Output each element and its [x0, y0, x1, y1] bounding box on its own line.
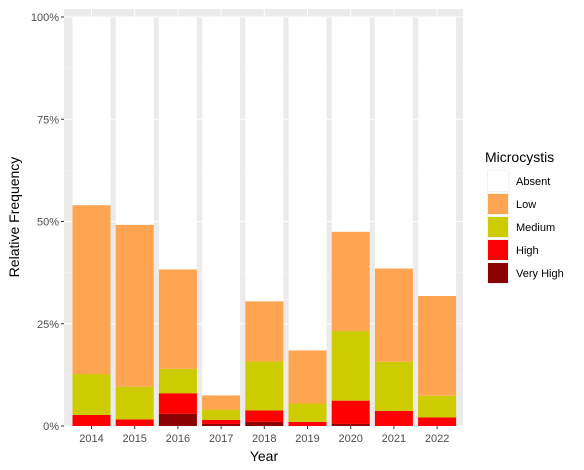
x-tick-label: 2016 [166, 433, 190, 445]
x-tick-label: 2014 [79, 433, 103, 445]
legend-swatch-high [488, 240, 508, 260]
bar-segment-high [116, 419, 154, 426]
x-tick-label: 2022 [425, 433, 449, 445]
bar-segment-medium [202, 410, 240, 420]
bar-segment-high [202, 420, 240, 424]
bar-segment-very-high [202, 424, 240, 426]
legend-swatch-medium [488, 217, 508, 237]
bar-segment-low [159, 269, 197, 368]
legend-swatch-low [488, 194, 508, 214]
bar-segment-medium [375, 362, 413, 411]
bar-segment-high [159, 393, 197, 413]
x-axis-title: Year [250, 448, 279, 464]
legend-label: High [516, 245, 539, 257]
y-tick-label: 0% [43, 421, 59, 433]
bar-segment-high [375, 411, 413, 426]
x-tick-label: 2015 [122, 433, 146, 445]
bar-segment-very-high [332, 424, 370, 426]
bars [73, 17, 457, 426]
bar-segment-medium [289, 404, 327, 422]
bar-segment-low [418, 296, 456, 396]
bar-segment-low [73, 205, 111, 374]
bar-segment-high [289, 422, 327, 426]
legend-label: Very High [516, 268, 564, 280]
bar-segment-medium [116, 387, 154, 420]
x-tick-label: 2017 [209, 433, 233, 445]
bar-segment-absent [375, 17, 413, 269]
x-tick-label: 2021 [382, 433, 406, 445]
bar-segment-low [116, 225, 154, 387]
bar-segment-low [202, 395, 240, 409]
bar-segment-medium [73, 374, 111, 415]
bar-segment-high [73, 415, 111, 426]
legend-label: Absent [516, 176, 550, 188]
bar-segment-absent [159, 17, 197, 269]
bar-segment-medium [332, 331, 370, 401]
y-tick-label: 50% [37, 217, 59, 229]
y-tick-label: 25% [37, 319, 59, 331]
bar-segment-absent [202, 17, 240, 395]
bar-segment-absent [245, 17, 283, 301]
legend-swatch-very-high [488, 263, 508, 283]
x-tick-label: 2018 [252, 433, 276, 445]
legend: Microcystis Absent Low Medium High Very High [485, 149, 564, 284]
bar-segment-medium [418, 396, 456, 418]
bar-segment-absent [289, 17, 327, 350]
y-axis-ticks: 0% 25% 50% 75% 100% [31, 12, 64, 433]
bar-segment-very-high [159, 414, 197, 426]
x-axis-ticks: 2014 2015 2016 2017 2018 2019 2020 2021 2022 [79, 426, 449, 445]
bar-segment-high [418, 417, 456, 426]
bar-segment-high [332, 401, 370, 424]
bar-segment-absent [73, 17, 111, 205]
bar-segment-low [245, 301, 283, 361]
bar-segment-low [375, 269, 413, 362]
legend-label: Low [516, 199, 536, 211]
bar-segment-low [289, 350, 327, 403]
x-tick-label: 2020 [338, 433, 362, 445]
legend-swatch-absent [488, 171, 508, 191]
x-tick-label: 2019 [295, 433, 319, 445]
bar-segment-medium [159, 369, 197, 394]
y-tick-label: 100% [31, 12, 59, 24]
bar-segment-very-high [245, 422, 283, 426]
y-axis-title: Relative Frequency [6, 157, 22, 278]
bar-segment-absent [418, 17, 456, 296]
legend-label: Medium [516, 222, 555, 234]
legend-title: Microcystis [485, 149, 554, 165]
bar-segment-absent [116, 17, 154, 225]
bar-segment-absent [332, 17, 370, 232]
bar-segment-low [332, 232, 370, 331]
bar-segment-medium [245, 361, 283, 410]
y-tick-label: 75% [37, 114, 59, 126]
bar-segment-high [245, 410, 283, 421]
